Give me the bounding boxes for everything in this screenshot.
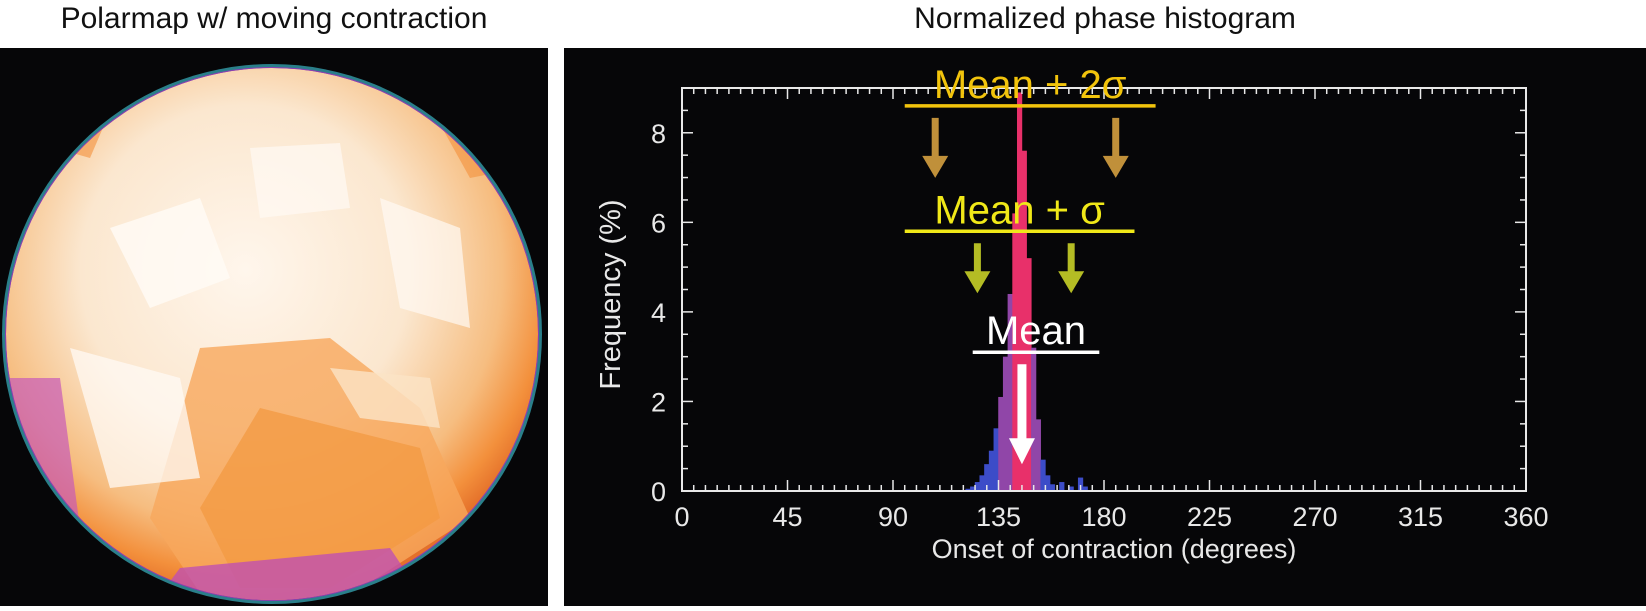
y-tick-label: 8 (651, 119, 666, 149)
mean-plus-2sigma-arrow (1102, 117, 1129, 178)
histogram-bar (1082, 486, 1088, 491)
polarmap-title: Polarmap w/ moving contraction (60, 2, 488, 35)
mean-plus-sigma-arrow (1058, 243, 1085, 294)
histogram-bar (1059, 482, 1065, 491)
mean-plus-2sigma-arrow (922, 117, 949, 178)
mean-plus-sigma-arrow (964, 243, 991, 294)
histogram-bar (1040, 459, 1046, 491)
histogram-bar (979, 475, 985, 491)
x-tick-label: 90 (878, 502, 908, 532)
histogram-bar (993, 428, 999, 491)
histogram-chart: 0 2 4 6 8 0 45 90 135 180 225 270 315 360 Frequency … (564, 48, 1646, 606)
x-tick-label: 180 (1081, 502, 1126, 532)
histogram-bar (984, 464, 990, 491)
x-tick-label: 0 (674, 502, 689, 532)
histogram-bar (1007, 293, 1013, 491)
y-tick-label: 4 (651, 298, 666, 328)
x-tick-label: 45 (772, 502, 802, 532)
polarmap-image (0, 48, 548, 606)
x-tick-label: 135 (976, 502, 1021, 532)
polarmap-panel (0, 48, 548, 606)
histogram-bar (1049, 484, 1056, 491)
histogram-bar (1068, 486, 1074, 491)
histogram-bar (1035, 419, 1041, 491)
histogram-bar (1031, 347, 1037, 491)
y-tick-label: 0 (651, 477, 666, 507)
x-axis-label: Onset of contraction (degrees) (932, 534, 1297, 564)
mean-label: Mean (986, 309, 1086, 353)
histogram-panel: 0 2 4 6 8 0 45 90 135 180 225 270 315 360 Frequency … (564, 48, 1646, 606)
histogram-title: Normalized phase histogram (914, 2, 1296, 35)
y-tick-label: 6 (651, 208, 666, 238)
x-tick-label: 315 (1398, 502, 1443, 532)
histogram-bar (1077, 477, 1084, 491)
y-axis-label: Frequency (%) (595, 199, 627, 389)
x-tick-label: 270 (1292, 502, 1337, 532)
mean-arrow (1008, 364, 1035, 465)
x-tick-label: 225 (1187, 502, 1232, 532)
histogram-bar (1021, 150, 1027, 491)
histogram-bar (998, 396, 1004, 491)
histogram-bar (970, 486, 976, 491)
x-tick-label: 360 (1503, 502, 1548, 532)
histogram-bar (1045, 475, 1051, 491)
histogram-bar (1016, 92, 1023, 491)
mean-plus-2sigma-label: Mean + 2σ (934, 63, 1127, 107)
histogram-bar (974, 482, 981, 491)
histogram-bar (1002, 356, 1009, 491)
histogram-bar (988, 450, 995, 491)
y-tick-label: 2 (651, 387, 666, 417)
histogram-bar (965, 488, 971, 491)
mean-plus-sigma-label: Mean + σ (934, 188, 1105, 232)
histogram-bar (1026, 258, 1032, 491)
